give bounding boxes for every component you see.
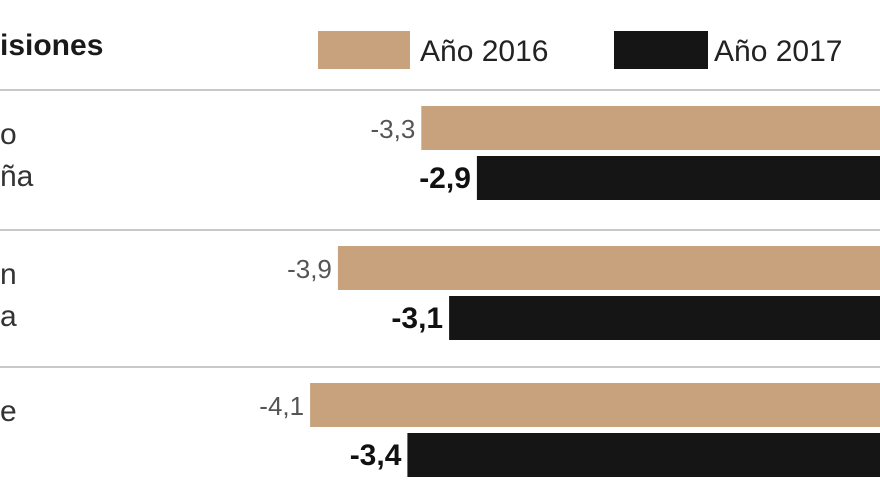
bar-2017 — [476, 156, 880, 200]
plot-area: o ña -3,3-2,9 n a -3,9 -3,1 e -4,1 -3,4 — [0, 89, 880, 477]
legend-label-2017: Año 2017 — [714, 35, 842, 68]
bar-2016 — [337, 246, 880, 290]
data-label: -3,4 — [350, 439, 402, 472]
legend-swatch-2016 — [318, 31, 410, 69]
data-label: -3,3 — [370, 114, 415, 144]
category-label: o ña — [0, 118, 34, 193]
data-label: -3,1 — [391, 302, 443, 335]
data-label: -3,9 — [287, 254, 332, 284]
legend-swatch-2017 — [614, 31, 708, 69]
bar-2017 — [449, 296, 880, 340]
chart-title: isiones — [0, 29, 103, 62]
category-label: e — [0, 395, 17, 428]
bar-2016 — [421, 106, 880, 150]
data-label: -4,1 — [259, 391, 304, 421]
legend-label-2016: Año 2016 — [420, 35, 548, 68]
bar-2016 — [310, 383, 880, 427]
bar-2017 — [407, 433, 880, 477]
legend: Año 2016 Año 2017 — [318, 31, 842, 69]
data-label: -2,9 — [419, 162, 471, 195]
